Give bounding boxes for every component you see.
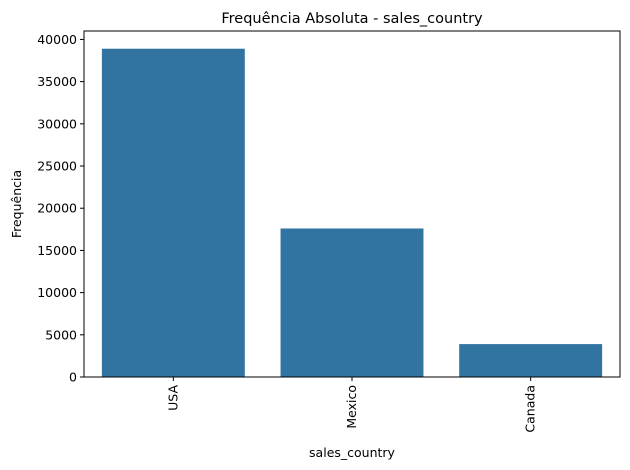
x-tick-label: Mexico (344, 385, 359, 429)
bars-group (101, 48, 603, 377)
chart-title: Frequência Absoluta - sales_country (221, 11, 483, 27)
plot-frame (83, 30, 621, 378)
y-axis-title: Frequência (9, 170, 24, 238)
y-tick-label: 0 (69, 370, 77, 385)
y-tick-label: 20000 (37, 201, 77, 216)
y-axis-ticks: 0 5000 10000 15000 20000 25000 30000 35000 40000 (37, 32, 84, 385)
y-tick-label: 25000 (37, 159, 77, 174)
y-tick-label: 35000 (37, 74, 77, 89)
y-tick-label: 30000 (37, 116, 77, 131)
bar-canada (459, 344, 603, 377)
y-tick-label: 40000 (37, 32, 77, 47)
y-tick-label: 5000 (45, 327, 77, 342)
y-tick-label: 10000 (37, 285, 77, 300)
x-axis-ticks: USA Mexico Canada (165, 377, 538, 433)
x-axis-title: sales_country (309, 445, 396, 460)
y-tick-label: 15000 (37, 243, 77, 258)
bar-mexico (280, 228, 424, 377)
bar-usa (101, 48, 245, 377)
x-tick-label: Canada (523, 385, 538, 433)
x-tick-label: USA (165, 385, 180, 411)
